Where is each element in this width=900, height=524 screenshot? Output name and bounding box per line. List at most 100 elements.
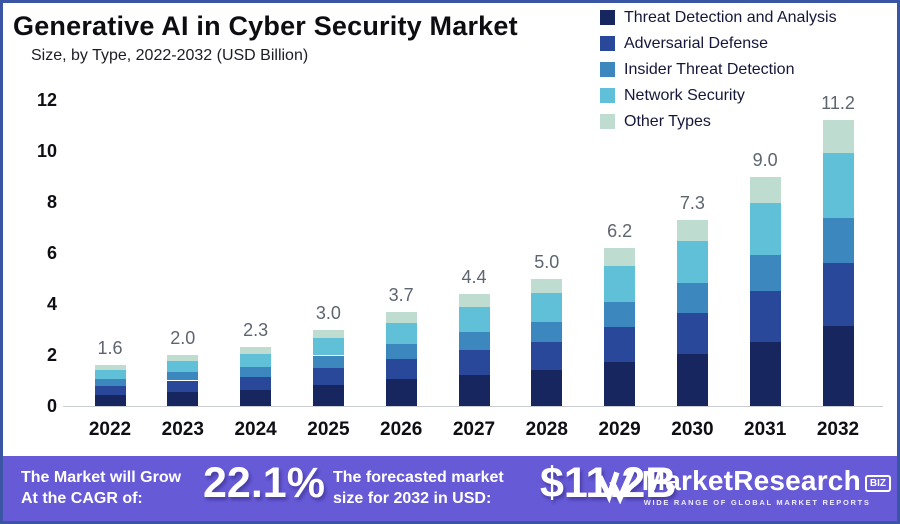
legend-color-swatch-icon	[600, 114, 615, 129]
chart-title: Generative AI in Cyber Security Market	[13, 11, 518, 41]
x-tick-label: 2029	[598, 419, 641, 440]
bar-segment-2022	[94, 369, 126, 379]
legend-item-label: Other Types	[624, 112, 711, 130]
y-tick-label: 6	[46, 243, 57, 263]
bar-segment-2023	[167, 360, 199, 373]
bar-segment-2032	[822, 120, 854, 154]
bar-total-label: 6.2	[607, 220, 633, 241]
x-tick-label: 2022	[88, 419, 132, 440]
y-tick-label: 8	[46, 192, 57, 212]
legend-item-label: Adversarial Defense	[624, 34, 769, 52]
bar-segment-2022	[94, 378, 126, 386]
bar-segment-2026	[385, 343, 417, 359]
x-tick-label: 2025	[307, 419, 350, 440]
bar-segment-2025	[312, 384, 344, 406]
x-tick-label: 2032	[816, 419, 860, 440]
bar-segment-2032	[822, 153, 854, 218]
x-tick-label: 2028	[525, 419, 568, 440]
bar-segment-2026	[385, 379, 417, 406]
bar-segment-2024	[240, 367, 272, 377]
bar-total-label: 1.6	[97, 338, 123, 359]
chart-header: Generative AI in Cyber Security Market S…	[13, 11, 518, 65]
bar-segment-2031	[749, 176, 781, 203]
y-tick-label: 2	[46, 345, 57, 365]
bar-segment-2025	[312, 338, 344, 356]
legend-item-label: Insider Threat Detection	[624, 60, 795, 78]
x-tick-label: 2024	[234, 419, 277, 440]
bar-segment-2029	[604, 266, 636, 302]
bar-total-label: 3.7	[388, 284, 414, 305]
chart-subtitle: Size, by Type, 2022-2032 (USD Billion)	[31, 47, 309, 64]
bar-segment-2024	[240, 353, 272, 368]
x-axis-line	[63, 406, 883, 407]
bar-segment-2029	[604, 247, 636, 266]
y-tick-label: 12	[36, 90, 57, 110]
bar-segment-2022	[94, 394, 126, 406]
bar-segment-2026	[385, 322, 417, 344]
bar-segment-2023	[167, 355, 199, 361]
legend-color-swatch-icon	[600, 36, 615, 51]
bar-segment-2031	[749, 254, 781, 292]
bar-total-label: 2.0	[170, 328, 196, 348]
bar-segment-2025	[312, 329, 344, 339]
bar-total-label: 11.2	[821, 93, 855, 114]
bar-segment-2023	[167, 372, 199, 381]
bar-segment-2030	[676, 241, 708, 284]
bar-segment-2029	[604, 326, 636, 362]
bar-segment-2027	[458, 306, 490, 333]
bar-segment-2028	[531, 342, 563, 371]
cagr-value: 22.1%	[203, 459, 325, 507]
legend-item: Network Security	[600, 87, 837, 104]
bar-total-label: 5.0	[534, 251, 560, 272]
bar-segment-2025	[312, 367, 344, 385]
legend-color-swatch-icon	[600, 88, 615, 103]
bar-total-label: 4.4	[461, 266, 487, 287]
legend-color-swatch-icon	[600, 62, 615, 77]
bar-segment-2027	[458, 374, 490, 406]
bar-segment-2029	[604, 361, 636, 406]
bar-segment-2022	[94, 385, 126, 395]
legend-item: Other Types	[600, 113, 837, 130]
x-tick-label: 2030	[671, 419, 714, 440]
bar-segment-2032	[822, 263, 854, 326]
x-tick-label: 2026	[380, 419, 423, 440]
legend-item: Insider Threat Detection	[600, 61, 837, 78]
bar-segment-2029	[604, 301, 636, 327]
legend-item: Threat Detection and Analysis	[600, 9, 837, 26]
x-tick-label: 2031	[744, 419, 787, 440]
legend-color-swatch-icon	[600, 10, 615, 25]
brand-name: MarketResearch	[641, 465, 861, 496]
bar-total-label: 7.3	[679, 192, 705, 213]
bar-segment-2028	[531, 321, 563, 343]
legend-item-label: Network Security	[624, 86, 745, 104]
legend-item: Adversarial Defense	[600, 35, 837, 52]
bar-segment-2031	[749, 291, 781, 342]
bar-segment-2032	[822, 217, 854, 264]
bar-segment-2025	[312, 355, 344, 368]
bar-segment-2028	[531, 293, 563, 322]
legend: Threat Detection and Analysis Adversaria…	[600, 9, 837, 139]
bar-segment-2028	[531, 278, 563, 294]
bar-segment-2030	[676, 219, 708, 242]
bar-total-label: 3.0	[315, 302, 341, 323]
stats-banner: The Market will Grow At the CAGR of: 22.…	[3, 456, 897, 521]
y-tick-label: 4	[46, 294, 57, 314]
y-tick-label: 0	[46, 396, 57, 416]
x-tick-label: 2023	[161, 419, 204, 440]
cagr-label: The Market will Grow At the CAGR of:	[21, 469, 182, 507]
bar-segment-2026	[385, 311, 417, 323]
double-checkmark-icon	[597, 469, 635, 504]
bar-segment-2022	[94, 365, 126, 370]
legend-item-label: Threat Detection and Analysis	[624, 8, 837, 26]
bar-segment-2027	[458, 332, 490, 350]
bar-segment-2031	[749, 341, 781, 406]
forecast-label: The forecasted market size for 2032 in U…	[333, 469, 504, 507]
brand-logo: MarketResearch BIZ WIDE RANGE OF GLOBAL …	[597, 465, 891, 507]
bar-segment-2030	[676, 312, 708, 354]
bar-segment-2030	[676, 353, 708, 406]
x-tick-label: 2027	[452, 419, 496, 440]
bar-segment-2027	[458, 349, 490, 375]
bar-segment-2023	[167, 380, 199, 392]
bar-segment-2024	[240, 376, 272, 390]
